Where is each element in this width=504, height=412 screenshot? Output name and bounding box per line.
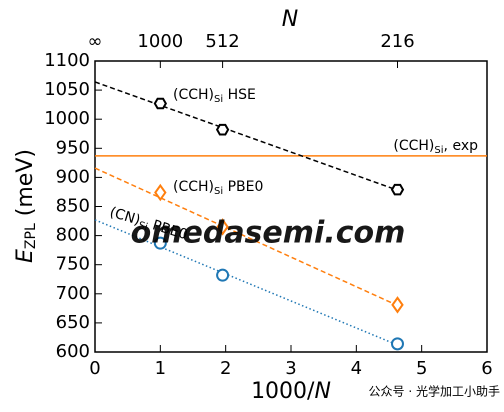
y-tick-label: 900 bbox=[56, 166, 90, 187]
fit-line bbox=[94, 219, 398, 346]
plot-frame bbox=[94, 60, 488, 353]
series-label: (CCH)Si HSE bbox=[173, 87, 256, 105]
label-part: Si bbox=[434, 145, 443, 156]
label-part: (CCH) bbox=[173, 179, 214, 195]
data-point bbox=[216, 218, 229, 236]
x2-tick-label: 1000 bbox=[137, 31, 183, 52]
x2-tick-label: 512 bbox=[205, 31, 239, 52]
label-part: (CCH) bbox=[393, 138, 434, 154]
data-point bbox=[391, 296, 404, 314]
data-point bbox=[390, 337, 404, 351]
y-axis-label: EZPL (meV) bbox=[13, 149, 39, 263]
data-point bbox=[154, 183, 167, 202]
label-part: , exp bbox=[444, 138, 479, 154]
reference-label: (CCH)Si, exp bbox=[393, 138, 478, 156]
watermark: omedasemi.com bbox=[131, 216, 406, 251]
watermark: 公众号 · 光学加工小助手 bbox=[369, 384, 500, 399]
x2-tick-label: ∞ bbox=[88, 31, 103, 52]
x-tick-label: 1 bbox=[155, 358, 166, 379]
label-part: (CCH) bbox=[173, 87, 214, 103]
x2-axis-label: N bbox=[282, 7, 298, 32]
x-label-part: 1000/ bbox=[251, 379, 315, 404]
label-part: Si bbox=[214, 94, 223, 105]
data-point bbox=[153, 97, 167, 110]
x2-tick-label: 216 bbox=[380, 31, 414, 52]
fit-line bbox=[94, 81, 398, 191]
y-label-part: (meV) bbox=[13, 149, 38, 223]
x-tick-label: 0 bbox=[89, 358, 100, 379]
x-tick-label: 4 bbox=[351, 358, 362, 379]
y-tick-label: 1050 bbox=[44, 79, 90, 100]
y-tick-label: 950 bbox=[56, 137, 90, 158]
y-tick-label: 600 bbox=[56, 341, 90, 362]
x-tick-label: 6 bbox=[481, 358, 492, 379]
y-label-part: E bbox=[13, 249, 38, 263]
x-tick-label: 5 bbox=[416, 358, 427, 379]
y-tick-label: 1000 bbox=[44, 108, 90, 129]
x-axis-label: 1000/N bbox=[251, 379, 331, 404]
label-part: PBE0 bbox=[223, 179, 263, 195]
data-point bbox=[215, 123, 230, 136]
y-tick-label: 1100 bbox=[44, 50, 90, 71]
x-tick-label: 3 bbox=[285, 358, 296, 379]
y-tick-label: 800 bbox=[56, 225, 90, 246]
fit-line bbox=[94, 167, 398, 307]
data-point bbox=[390, 183, 405, 196]
x-tick-label: 2 bbox=[220, 358, 231, 379]
data-point bbox=[216, 268, 230, 282]
data-point bbox=[153, 236, 167, 250]
y-tick-label: 700 bbox=[56, 283, 90, 304]
label-part: HSE bbox=[223, 87, 256, 103]
y-tick-label: 850 bbox=[56, 196, 90, 217]
label-part: Si bbox=[137, 220, 149, 233]
label-part: Si bbox=[214, 186, 223, 197]
y-label-part: ZPL bbox=[23, 223, 39, 249]
x-label-part: N bbox=[314, 379, 330, 404]
y-tick-label: 750 bbox=[56, 254, 90, 275]
y-tick-label: 650 bbox=[56, 312, 90, 333]
series-label: (CCH)Si PBE0 bbox=[173, 179, 263, 197]
